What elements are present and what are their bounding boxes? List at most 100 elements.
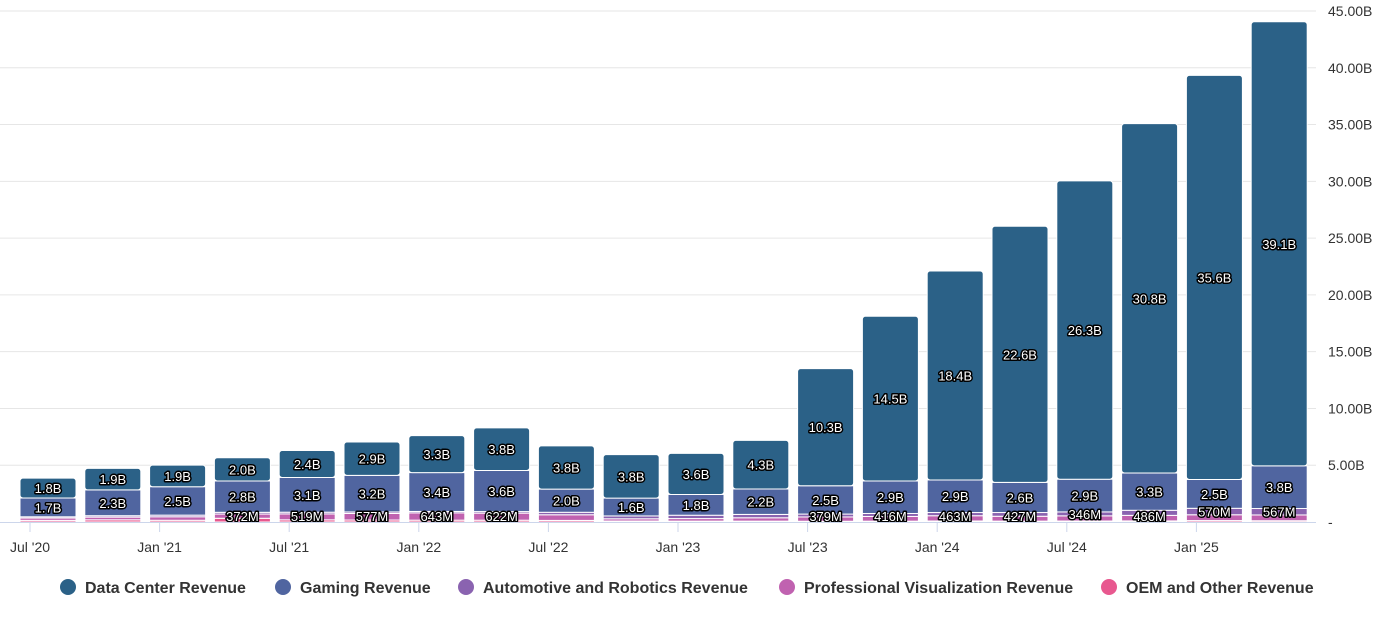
- bar-segment-data-center-revenue: [667, 452, 725, 495]
- legend[interactable]: Data Center Revenue Gaming Revenue Automot…: [60, 579, 1314, 597]
- bar-segment-gaming-revenue: [1250, 465, 1308, 510]
- x-tick-label: Jan '24: [915, 539, 960, 555]
- data-label: 3.8B: [618, 469, 645, 484]
- bar-segment-gaming-revenue: [1121, 472, 1179, 511]
- data-label: 2.5B: [1201, 487, 1228, 502]
- legend-item[interactable]: Automotive and Robotics Revenue: [458, 579, 748, 597]
- bar-segment-data-center-revenue: [213, 457, 271, 482]
- x-tick-label: Jul '20: [10, 539, 50, 555]
- y-tick-label: 10.00B: [1328, 400, 1372, 416]
- x-tick-label: Jul '22: [528, 539, 568, 555]
- legend-marker-icon: [779, 579, 795, 595]
- data-label: 2.8B: [229, 490, 256, 505]
- y-tick-label: 5.00B: [1328, 457, 1365, 473]
- y-tick-label: 20.00B: [1328, 287, 1372, 303]
- x-axis: Jul '20 Jan '21 Jul '21 Jan '22 Jul '22 Jan '…: [0, 522, 1316, 555]
- x-tick-label: Jul '21: [269, 539, 309, 555]
- legend-label: Automotive and Robotics Revenue: [483, 580, 748, 597]
- data-label: 2.6B: [1007, 490, 1034, 505]
- y-tick-label: 25.00B: [1328, 230, 1372, 246]
- y-axis: - 5.00B 10.00B 15.00B 20.00B 25.00B 30.00B 35.0…: [1328, 3, 1372, 530]
- data-label: 1.6B: [618, 500, 645, 515]
- data-label: 622M: [485, 509, 518, 524]
- bar-segment-gaming-revenue: [926, 479, 984, 514]
- y-tick-label: 40.00B: [1328, 60, 1372, 76]
- data-label: 1.7B: [35, 500, 62, 515]
- data-label: 39.1B: [1262, 237, 1296, 252]
- y-tick-label: 15.00B: [1328, 344, 1372, 360]
- x-tick-label: Jan '25: [1174, 539, 1219, 555]
- bars: [19, 21, 1308, 523]
- data-label: 379M: [809, 509, 842, 524]
- x-tick-label: Jan '22: [396, 539, 441, 555]
- bar-segment-data-center-revenue: [1185, 74, 1243, 480]
- x-tick-label: Jan '21: [137, 539, 182, 555]
- legend-marker-icon: [1101, 579, 1117, 595]
- legend-label: Data Center Revenue: [85, 580, 246, 597]
- data-label: 3.8B: [553, 460, 580, 475]
- data-label: 2.9B: [359, 452, 386, 467]
- data-labels: 1.7B 1.8B 2.3B 1.9B 2.5B 1.9B 372M 2.8B 2.0B 519M…: [33, 235, 1298, 525]
- data-label: 2.3B: [99, 496, 126, 511]
- data-label: 2.2B: [747, 495, 774, 510]
- data-label: 2.9B: [942, 489, 969, 504]
- bar-segment-automotive-and-robotics-revenue: [667, 514, 725, 520]
- y-tick-label: 30.00B: [1328, 173, 1372, 189]
- data-label: 30.8B: [1133, 291, 1167, 306]
- legend-item[interactable]: OEM and Other Revenue: [1101, 579, 1314, 597]
- data-label: 1.9B: [164, 469, 191, 484]
- legend-label: OEM and Other Revenue: [1126, 580, 1314, 597]
- data-label: 4.3B: [747, 458, 774, 473]
- bar-segment-professional-visualization-revenue: [537, 514, 595, 521]
- x-tick-label: Jul '24: [1047, 539, 1087, 555]
- bar-segment-data-center-revenue: [408, 435, 466, 474]
- legend-item[interactable]: Data Center Revenue: [60, 579, 246, 597]
- bar-segment-data-center-revenue: [926, 270, 984, 481]
- bar-segment-data-center-revenue: [732, 439, 790, 490]
- bar-segment-data-center-revenue: [797, 368, 855, 487]
- data-label: 3.2B: [359, 487, 386, 502]
- bar-segment-gaming-revenue: [1185, 478, 1243, 509]
- data-label: 3.8B: [488, 442, 515, 457]
- bar-segment-professional-visualization-revenue: [732, 517, 790, 522]
- data-label: 2.4B: [294, 457, 321, 472]
- gridlines: [0, 10, 1316, 466]
- y-tick-label: -: [1328, 514, 1333, 530]
- x-tick-label: Jul '23: [788, 539, 828, 555]
- legend-marker-icon: [458, 579, 474, 595]
- bar-segment-data-center-revenue: [19, 477, 77, 499]
- legend-item[interactable]: Gaming Revenue: [275, 579, 431, 597]
- legend-item[interactable]: Professional Visualization Revenue: [779, 579, 1073, 597]
- data-label: 10.3B: [809, 420, 843, 435]
- data-label: 570M: [1198, 505, 1231, 520]
- bar-segment-data-center-revenue: [537, 445, 595, 490]
- data-label: 3.6B: [488, 484, 515, 499]
- data-label: 2.0B: [229, 462, 256, 477]
- bar-segment-data-center-revenue: [861, 315, 919, 482]
- data-label: 346M: [1069, 507, 1102, 522]
- bar-segment-data-center-revenue: [991, 225, 1049, 483]
- data-label: 2.9B: [877, 490, 904, 505]
- data-label: 519M: [291, 509, 324, 524]
- data-label: 567M: [1263, 505, 1296, 520]
- data-label: 2.0B: [553, 494, 580, 509]
- data-label: 2.5B: [812, 493, 839, 508]
- data-label: 427M: [1004, 509, 1037, 524]
- data-label: 1.8B: [683, 498, 710, 513]
- bar-segment-data-center-revenue: [84, 467, 142, 491]
- data-label: 463M: [939, 509, 972, 524]
- bar-segment-data-center-revenue: [343, 441, 401, 476]
- data-label: 35.6B: [1197, 270, 1231, 285]
- bar-segment-gaming-revenue: [149, 486, 207, 516]
- bar-segment-gaming-revenue: [473, 469, 531, 513]
- legend-marker-icon: [275, 579, 291, 595]
- bar-segment-gaming-revenue: [991, 481, 1049, 514]
- x-tick-label: Jan '23: [656, 539, 701, 555]
- data-label: 3.8B: [1266, 480, 1293, 495]
- bar-segment-gaming-revenue: [213, 480, 271, 513]
- bar-segment-data-center-revenue: [1121, 123, 1179, 474]
- data-label: 3.3B: [423, 447, 450, 462]
- data-label: 3.1B: [294, 488, 321, 503]
- data-label: 1.8B: [35, 481, 62, 496]
